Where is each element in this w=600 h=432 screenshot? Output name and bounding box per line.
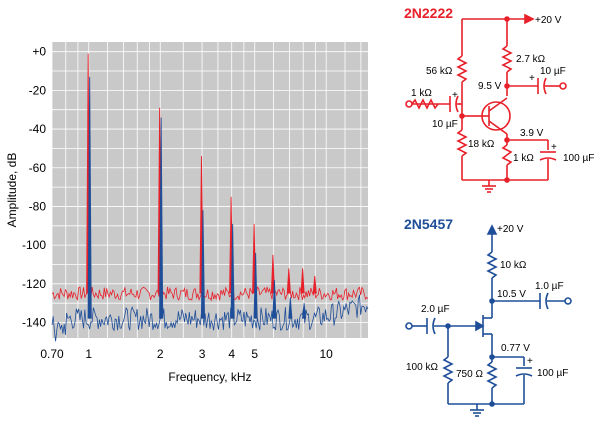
resistor-2k7: [501, 45, 513, 73]
resistor-18k: [456, 129, 468, 157]
y-tick-label: -60: [29, 161, 47, 175]
harmonic-peak: [272, 279, 277, 319]
harmonic-peak: [286, 268, 291, 294]
y-tick-label: -40: [29, 122, 47, 136]
x-tick-label: 1: [85, 347, 92, 361]
label-r-emitter: 1 kΩ: [513, 153, 534, 164]
y-tick-label: -80: [29, 199, 47, 213]
label-r-bias-top: 56 kΩ: [426, 66, 453, 77]
harmonic-peak: [312, 276, 317, 294]
supply-arrow: [524, 13, 535, 25]
label-r-in: 1 kΩ: [411, 88, 432, 99]
y-tick-label: -140: [22, 316, 46, 330]
resistor-1k-emitter: [501, 144, 513, 166]
y-tick-labels: +0 -20 -40 -60 -80 -100 -120 -140: [22, 45, 46, 330]
noise-trace-red: [51, 286, 369, 302]
resistor-1k-in: [411, 98, 439, 110]
label-v-emitter: 3.9 V: [520, 128, 544, 139]
input-terminal: [405, 100, 413, 108]
grid-lines: [51, 42, 368, 338]
ce-plate-2: [539, 157, 557, 161]
y-tick-label: +0: [32, 45, 46, 59]
y-tick-label: -20: [29, 83, 47, 97]
x-axis-label: Frequency, kHz: [168, 370, 251, 384]
label-c-in: 10 µF: [432, 119, 458, 130]
noise-trace-blue: [51, 294, 369, 342]
label-supply-top: +20 V: [535, 15, 562, 26]
y-axis-label: Amplitude, dB: [5, 153, 19, 228]
y-tick-label: -100: [22, 238, 46, 252]
x-tick-label: 4: [228, 347, 235, 361]
label-c-emitter-plus: +: [551, 142, 557, 153]
label-c-in-plus: +: [452, 90, 458, 101]
label-v-collector: 9.5 V: [478, 81, 502, 92]
output-terminal: [559, 82, 567, 90]
x-tick-label: 2: [157, 347, 164, 361]
harmonic-peak: [230, 223, 235, 319]
resistor-56k: [456, 55, 468, 83]
x-tick-label: 3: [199, 347, 206, 361]
harmonic-peak: [300, 268, 305, 294]
label-c-out-plus: +: [529, 73, 535, 84]
traces: [51, 53, 369, 342]
x-tick-labels: 0.70 1 2 3 4 5 10: [40, 347, 333, 361]
cin-plate-2: [455, 95, 459, 113]
label-r-bias-bottom: 18 kΩ: [468, 139, 495, 150]
x-tick-label: 10: [320, 347, 334, 361]
harmonic-peak: [87, 76, 92, 319]
harmonic-peak: [302, 303, 307, 319]
label-c-emitter: 100 µF: [563, 153, 594, 164]
harmonic-peak: [159, 117, 164, 319]
y-tick-label: -120: [22, 277, 46, 291]
harmonic-peak: [253, 252, 258, 319]
harmonic-peak: [200, 210, 206, 319]
amplitude-spectrum-chart: 0.70 1 2 3 4 5 10 +0 -20 -40 -60 -80 -100 -120 -140 F…: [5, 42, 369, 384]
x-tick-label: 0.70: [40, 347, 64, 361]
x-tick-label: 5: [251, 347, 258, 361]
title-2n2222: 2N2222: [404, 5, 453, 21]
harmonic-peak: [288, 297, 293, 319]
label-c-out: 10 µF: [540, 66, 566, 77]
label-r-collector: 2.7 kΩ: [516, 54, 546, 65]
cout-plate-2: [543, 77, 547, 95]
